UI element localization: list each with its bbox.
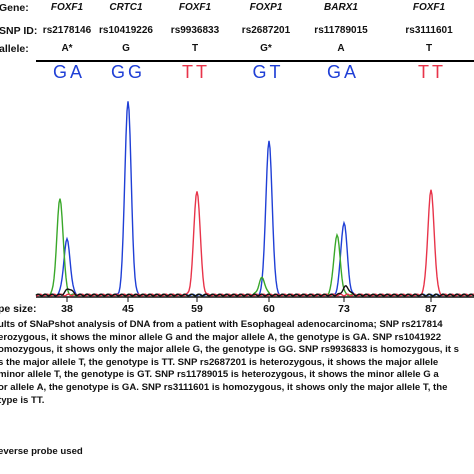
gene-name: FOXF1	[178, 2, 212, 13]
snp-id: rs9936833	[170, 25, 220, 36]
electropherogram-chart	[35, 101, 474, 302]
allele-value: T	[191, 43, 199, 54]
caption-line: type is TT.	[0, 394, 45, 406]
gene-name: FOXF1	[50, 2, 84, 13]
genotype-call: GT	[252, 62, 284, 82]
genotype-call: TT	[182, 62, 210, 82]
gene-name: BARX1	[324, 2, 358, 13]
blue-trace	[35, 101, 474, 297]
allele-row-label: allele:	[0, 43, 29, 55]
size-value: 45	[122, 303, 134, 315]
green-trace	[35, 198, 474, 297]
caption-line: erozygous, it shows the minor allele G a…	[0, 331, 442, 343]
size-value: 60	[263, 303, 275, 315]
caption-line: ults of SNaPshot analysis of DNA from a …	[0, 319, 443, 330]
caption-line: s the major allele T, the genotype is TT…	[0, 356, 439, 368]
snp-id: rs3111601	[405, 25, 453, 36]
allele-value: T	[425, 43, 433, 54]
header-divider	[36, 60, 474, 62]
size-value: 73	[338, 303, 350, 315]
genotype-call: TT	[418, 62, 446, 82]
size-axis-label: pe size:	[0, 303, 37, 315]
footnote: everse probe used	[0, 446, 83, 457]
black-trace	[35, 285, 474, 297]
snp-id: rs2687201	[241, 25, 291, 36]
figure-caption: ults of SNaPshot analysis of DNA from a …	[0, 319, 474, 407]
snp-row-label: SNP ID:	[0, 25, 38, 37]
allele-value: G	[122, 43, 130, 54]
gene-name: FOXF1	[412, 2, 446, 13]
size-value: 59	[191, 303, 203, 315]
snp-id: rs11789015	[314, 25, 368, 36]
genotype-call: GA	[326, 62, 359, 82]
caption-line: minor allele T, the genotype is GT. SNP …	[0, 369, 439, 381]
gene-row-label: Gene:	[0, 2, 29, 14]
allele-value: A	[337, 43, 345, 54]
snp-id: rs10419226	[99, 25, 153, 36]
size-value: 38	[61, 303, 73, 315]
snp-id: rs2178146	[42, 25, 92, 36]
caption-line: or allele A, the genotype is GA. SNP rs3…	[0, 381, 448, 393]
genotype-call: GG	[110, 62, 145, 82]
size-value: 87	[425, 303, 437, 315]
caption-line: omozygous, it shows only the major allel…	[0, 344, 459, 356]
genotype-call: GA	[52, 62, 85, 82]
gene-name: CRTC1	[109, 2, 143, 13]
allele-value: G*	[260, 43, 272, 54]
allele-value: A*	[61, 43, 73, 54]
gene-name: FOXP1	[249, 2, 283, 13]
traces	[35, 101, 474, 297]
size-ticks	[66, 297, 432, 302]
red-trace	[35, 189, 474, 297]
